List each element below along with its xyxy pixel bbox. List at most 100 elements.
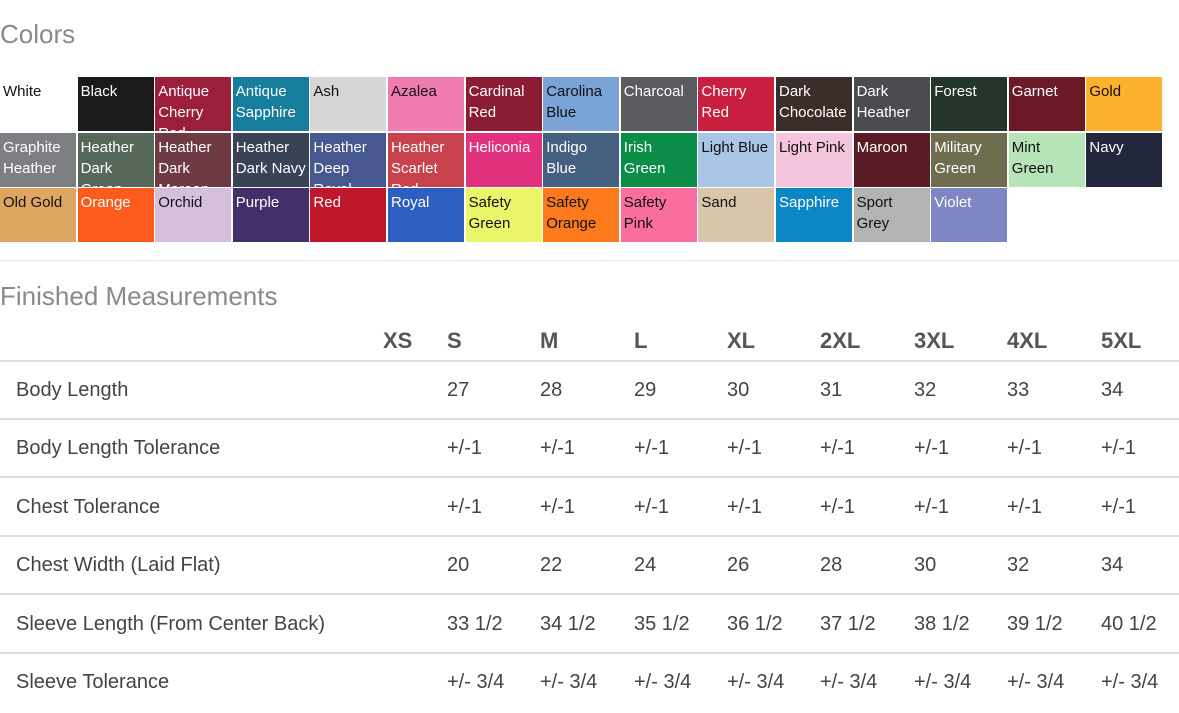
size-header: M: [540, 328, 559, 353]
cell: +/- 3/4: [1007, 671, 1065, 693]
cell: +/-1: [727, 437, 763, 460]
color-swatch: Maroon: [853, 133, 930, 187]
color-swatch: Heliconia: [465, 133, 542, 187]
cell: +/-1: [820, 495, 856, 518]
color-swatch: Carolina Blue: [543, 77, 620, 131]
cell: 29: [634, 379, 657, 401]
color-swatch: Mint Green: [1008, 133, 1085, 187]
color-swatch: Cherry Red: [698, 77, 775, 131]
cell: +/-1: [447, 495, 483, 518]
cell: 28: [540, 379, 563, 401]
color-swatch: Charcoal: [620, 77, 697, 131]
cell: 34: [1101, 554, 1124, 577]
row-line: [0, 651, 1179, 654]
color-swatch: Ash: [310, 77, 387, 131]
size-header: 4XL: [1007, 328, 1048, 353]
color-swatch: Cardinal Red: [465, 77, 542, 131]
cell: +/-1: [820, 437, 856, 460]
color-swatch: Violet: [931, 188, 1008, 242]
color-swatch: Forest: [931, 77, 1008, 131]
cell: +/-1: [540, 437, 576, 460]
cell: 33: [1007, 379, 1030, 401]
color-swatch: Gold: [1086, 77, 1163, 131]
section-title: Finished Measurements: [0, 281, 278, 311]
row-line: [0, 418, 1179, 420]
cell: 32: [1007, 554, 1030, 577]
size-header: 2XL: [820, 328, 861, 353]
row-label: Chest Tolerance: [16, 495, 161, 518]
cell: 22: [540, 554, 563, 577]
cell: +/-1: [634, 495, 670, 518]
cell: 39 1/2: [1007, 612, 1063, 635]
color-swatch: White: [0, 77, 76, 131]
cell: +/-1: [914, 495, 950, 518]
color-swatch: Sport Grey: [853, 188, 930, 242]
section-title: Colors: [0, 19, 76, 49]
color-swatch: Sand: [698, 188, 775, 242]
cell: 27: [447, 379, 470, 401]
color-swatch: Antique Sapphire: [232, 77, 309, 131]
size-header: XS: [383, 328, 413, 353]
cell: +/-1: [1007, 437, 1043, 460]
cell: 30: [914, 554, 937, 577]
color-swatch: Orchid: [155, 188, 232, 242]
cell: 20: [447, 554, 470, 577]
color-swatch: Heather Dark Navy: [232, 133, 309, 187]
color-swatch: Black: [77, 77, 154, 131]
cell: +/-1: [447, 437, 483, 460]
cell: +/- 3/4: [634, 671, 692, 693]
cell: 38 1/2: [914, 612, 970, 635]
cell: +/-1: [1101, 437, 1137, 460]
color-swatch: Dark Chocolate: [776, 77, 852, 131]
row-label: Sleeve Tolerance: [16, 671, 170, 693]
color-swatch: Heather Deep Royal: [310, 133, 387, 187]
color-swatch: Red: [310, 188, 387, 242]
color-swatch: Irish Green: [620, 133, 697, 187]
cell: +/-1: [1007, 495, 1043, 518]
cell: +/-1: [727, 495, 763, 518]
row-line: [0, 534, 1179, 537]
color-swatch: Safety Orange: [543, 188, 620, 242]
cell: 31: [820, 379, 843, 401]
cell: +/-1: [634, 437, 670, 460]
color-swatch: Garnet: [1008, 77, 1085, 131]
size-header: L: [634, 328, 648, 353]
color-swatch: Graphite Heather: [0, 133, 76, 187]
color-swatch: Light Pink: [776, 133, 852, 187]
cell: +/- 3/4: [820, 671, 878, 693]
row-label: Body Length: [16, 379, 129, 401]
row-line: [0, 593, 1179, 596]
cell: 24: [634, 554, 657, 577]
row-line: [0, 476, 1179, 479]
cell: 34: [1101, 379, 1124, 401]
color-swatch: Indigo Blue: [543, 133, 620, 187]
color-swatch: Royal: [388, 188, 464, 242]
color-swatch: Heather Dark Maroon: [155, 133, 232, 187]
color-swatch: Heather Dark Green: [77, 133, 154, 187]
cell: 30: [727, 379, 750, 401]
cell: 26: [727, 554, 750, 577]
row-label: Body Length Tolerance: [16, 437, 221, 460]
row-label: Chest Width (Laid Flat): [16, 554, 221, 577]
cell: 28: [820, 554, 843, 577]
size-header: 5XL: [1101, 328, 1142, 353]
cell: 33 1/2: [447, 612, 503, 635]
color-swatch: Sapphire: [776, 188, 852, 242]
color-swatch: Azalea: [388, 77, 464, 131]
cell: 34 1/2: [540, 612, 596, 635]
color-swatch: Military Green: [931, 133, 1008, 187]
color-swatch: Safety Green: [465, 188, 542, 242]
color-swatch: Purple: [232, 188, 309, 242]
color-swatch: Antique Cherry Red: [155, 77, 232, 131]
color-swatch: Orange: [77, 188, 154, 242]
cell: 40 1/2: [1101, 612, 1157, 635]
cell: +/-1: [1101, 495, 1137, 518]
cell: 32: [914, 379, 937, 401]
color-swatch: Heather Scarlet Red: [388, 133, 464, 187]
color-swatch: Safety Pink: [620, 188, 697, 242]
color-swatch: Dark Heather: [853, 77, 930, 131]
size-header: S: [447, 328, 462, 353]
cell: +/- 3/4: [540, 671, 598, 693]
row-line: [0, 360, 1179, 362]
